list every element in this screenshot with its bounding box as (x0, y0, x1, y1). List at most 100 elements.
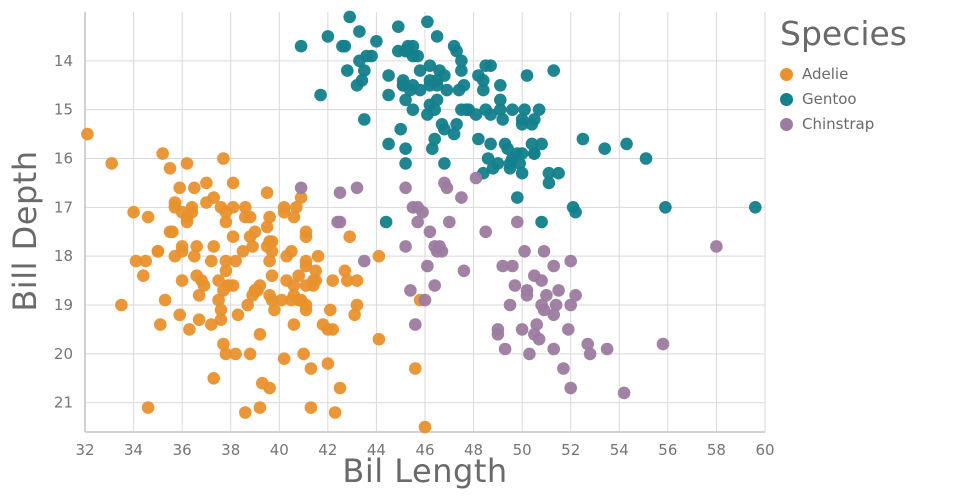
data-point-chinstrap (411, 215, 425, 229)
y-tick-label: 18 (54, 247, 73, 265)
data-point-adelie (285, 245, 298, 258)
data-point-adelie (246, 240, 259, 253)
data-point-adelie (173, 308, 186, 322)
data-point-chinstrap (562, 323, 575, 336)
data-point-gentoo (620, 137, 633, 151)
data-point-adelie (239, 210, 252, 224)
data-point-gentoo (472, 132, 485, 146)
data-point-adelie (304, 362, 318, 375)
data-point-gentoo (394, 122, 408, 136)
data-point-adelie (217, 337, 230, 351)
data-point-adelie (226, 176, 240, 190)
data-point-adelie (183, 323, 196, 336)
data-point-adelie (260, 220, 274, 234)
data-point-adelie (265, 235, 279, 248)
y-tick-label: 16 (54, 150, 73, 168)
data-point-adelie (129, 254, 143, 268)
data-point-gentoo (353, 54, 366, 68)
data-point-adelie (326, 274, 340, 287)
data-point-adelie (151, 245, 165, 258)
data-point-adelie (81, 127, 94, 141)
data-point-gentoo (501, 142, 514, 155)
data-point-gentoo (428, 103, 442, 116)
legend-title: Species (780, 14, 908, 53)
data-point-chinstrap (530, 318, 543, 331)
data-point-chinstrap (350, 181, 364, 195)
data-point-chinstrap (479, 225, 493, 239)
data-point-adelie (326, 323, 340, 336)
data-point-chinstrap (656, 337, 670, 351)
data-point-gentoo (503, 157, 517, 170)
data-point-adelie (175, 205, 189, 219)
y-tick-label: 17 (54, 198, 73, 216)
data-point-adelie (372, 332, 386, 346)
data-point-gentoo (479, 103, 493, 116)
data-point-adelie (275, 293, 289, 307)
data-point-gentoo (370, 35, 383, 48)
data-point-adelie (212, 293, 225, 307)
data-point-chinstrap (710, 240, 723, 253)
data-point-adelie (297, 347, 310, 361)
legend-item-gentoo[interactable]: Gentoo (780, 90, 907, 108)
data-point-adelie (292, 269, 306, 283)
data-point-chinstrap (535, 298, 548, 312)
data-point-adelie (304, 401, 318, 414)
data-point-adelie (105, 157, 118, 170)
legend-item-chinstrap[interactable]: Chinstrap (780, 115, 907, 133)
data-point-adelie (158, 293, 172, 307)
data-point-adelie (163, 162, 177, 175)
data-point-chinstrap (428, 240, 442, 253)
data-point-gentoo (452, 83, 466, 97)
data-point-gentoo (528, 113, 541, 126)
x-tick-label: 54 (610, 441, 629, 459)
data-point-gentoo (484, 137, 497, 151)
data-point-adelie (253, 401, 267, 414)
data-point-gentoo (535, 215, 548, 229)
data-point-gentoo (542, 166, 556, 180)
data-point-adelie (219, 254, 233, 268)
data-point-adelie (205, 254, 218, 268)
data-point-chinstrap (581, 337, 594, 351)
data-point-chinstrap (552, 284, 565, 297)
legend: Species Adelie Gentoo Chinstrap (780, 14, 907, 140)
data-point-adelie (214, 303, 228, 317)
legend-item-label: Adelie (802, 65, 849, 83)
data-point-gentoo (511, 191, 524, 204)
data-point-adelie (190, 269, 203, 283)
data-point-chinstrap (600, 342, 614, 356)
data-point-adelie (180, 157, 194, 170)
x-axis-title: Bil Length (342, 452, 508, 490)
data-point-adelie (207, 240, 220, 253)
data-point-chinstrap (549, 298, 563, 312)
data-point-chinstrap (564, 298, 577, 312)
data-point-chinstrap (583, 347, 597, 361)
data-point-gentoo (542, 176, 556, 190)
data-point-chinstrap (537, 245, 551, 258)
data-point-adelie (263, 381, 276, 395)
data-point-gentoo (421, 15, 434, 29)
data-point-adelie (418, 420, 432, 434)
data-point-chinstrap (547, 308, 560, 322)
data-point-adelie (294, 191, 308, 204)
data-point-adelie (137, 269, 150, 283)
data-point-gentoo (455, 64, 468, 77)
x-tick-label: 42 (318, 441, 337, 459)
data-point-adelie (350, 274, 364, 287)
data-point-gentoo (399, 157, 412, 170)
data-point-chinstrap (438, 176, 451, 190)
data-point-chinstrap (569, 289, 582, 302)
data-point-gentoo (598, 142, 611, 155)
data-point-adelie (207, 191, 220, 204)
x-tick-label: 36 (173, 441, 192, 459)
data-point-gentoo (440, 83, 454, 97)
data-point-adelie (253, 279, 267, 292)
data-point-adelie (265, 269, 279, 283)
legend-item-adelie[interactable]: Adelie (780, 65, 907, 83)
data-point-adelie (139, 254, 152, 268)
data-point-adelie (214, 201, 228, 214)
data-point-adelie (214, 313, 228, 327)
x-tick-label: 56 (658, 441, 677, 459)
data-point-gentoo (426, 142, 439, 155)
data-point-chinstrap (443, 215, 456, 229)
